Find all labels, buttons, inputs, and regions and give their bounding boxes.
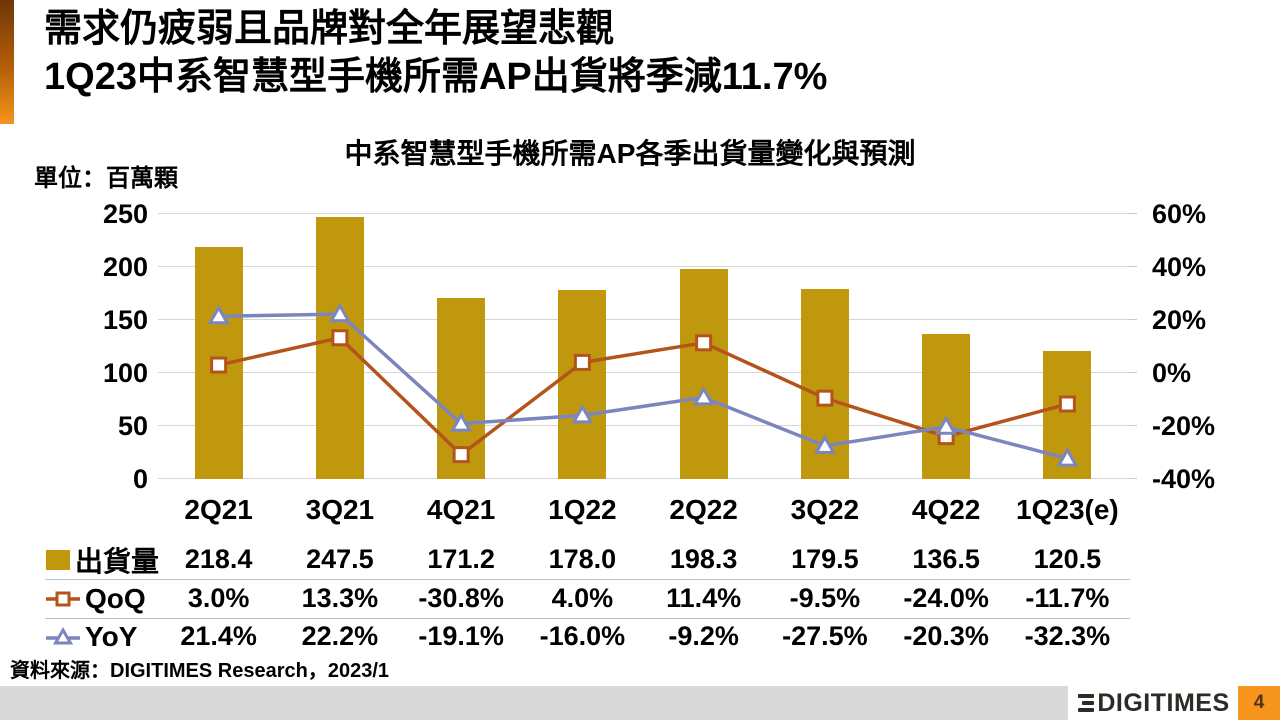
table-cell: -16.0% (539, 621, 626, 651)
table-cell: 218.4 (184, 544, 253, 574)
bar-2Q21 (194, 247, 243, 479)
title-accent-bar (0, 0, 14, 124)
right-axis-tick-label: -40% (1152, 464, 1216, 494)
table-cell: 13.3% (301, 583, 379, 613)
left-axis-tick-label: 0 (132, 464, 148, 494)
digitimes-logo: DIGITIMES (1078, 686, 1230, 720)
x-axis-label: 4Q22 (911, 494, 981, 525)
table-cell: 22.2% (301, 621, 379, 651)
right-axis-tick-label: 40% (1152, 252, 1207, 282)
unit-label: 單位：百萬顆 (34, 165, 178, 192)
right-axis-tick-label: 0% (1152, 358, 1192, 388)
right-axis-tick-label: 60% (1152, 199, 1207, 229)
bar-3Q21 (315, 216, 364, 479)
table-cell: 136.5 (912, 544, 980, 574)
bar-4Q22 (922, 334, 971, 479)
legend-label: YoY (85, 620, 138, 652)
table-row-legend-QoQ: QoQ (46, 580, 146, 617)
table-row-legend-YoY: YoY (46, 618, 137, 655)
page-title-line1: 需求仍疲弱且品牌對全年展望悲觀 (44, 8, 615, 50)
table-cell: 4.0% (551, 583, 614, 613)
page-number: 4 (1238, 686, 1280, 720)
right-axis-tick-label: 20% (1152, 305, 1207, 335)
table-cell: -24.0% (903, 583, 989, 613)
table-cell: -20.3% (903, 621, 989, 651)
footer-bar (0, 686, 1068, 720)
table-cell: -11.7% (1025, 583, 1110, 613)
left-axis-tick-label: 50 (117, 411, 148, 441)
bar-3Q22 (800, 288, 849, 479)
gridline (158, 372, 1128, 374)
source-note: 資料來源：DIGITIMES Research，2023/1 (10, 660, 390, 682)
qoq-legend-icon (46, 591, 80, 606)
gridline (158, 478, 1128, 480)
logo-text: DIGITIMES (1097, 688, 1230, 717)
x-axis-label: 4Q21 (426, 494, 496, 525)
table-cell: 120.5 (1033, 544, 1102, 574)
right-axis-tick (1128, 478, 1137, 480)
logo-speedlines-icon (1078, 694, 1095, 712)
left-axis-tick-label: 200 (102, 252, 148, 282)
table-cell: 247.5 (306, 544, 374, 574)
table-cell: 11.4% (666, 583, 742, 613)
right-axis-tick (1128, 266, 1137, 268)
gridline (158, 425, 1128, 427)
gridline (158, 266, 1128, 268)
right-axis-tick (1128, 319, 1137, 321)
right-axis-tick (1128, 213, 1137, 215)
gridline (158, 319, 1128, 321)
gridline (158, 213, 1128, 215)
left-axis-tick-label: 100 (102, 358, 148, 388)
right-axis-tick (1128, 372, 1137, 374)
x-axis-label: 1Q22 (548, 494, 617, 525)
bar-1Q22 (558, 290, 607, 479)
table-cell: 3.0% (187, 583, 250, 613)
table-cell: -27.5% (782, 621, 868, 651)
bar-1Q23(e) (1043, 351, 1092, 479)
x-axis-label: 1Q23(e) (1016, 494, 1119, 525)
table-row-legend-出貨量: 出貨量 (46, 541, 159, 578)
left-axis-tick-label: 250 (102, 199, 148, 229)
x-axis-label: 2Q21 (184, 494, 253, 525)
table-cell: -30.8% (418, 583, 504, 613)
table-cell: 178.0 (548, 544, 617, 574)
right-axis-tick-label: -20% (1152, 411, 1216, 441)
table-cell: -32.3% (1024, 621, 1111, 651)
table-cell: -9.5% (789, 583, 861, 613)
table-row-separator (45, 618, 1130, 619)
table-cell: 198.3 (669, 544, 738, 574)
right-axis-tick (1128, 425, 1137, 427)
page-title-line2: 1Q23中系智慧型手機所需AP出貨將季減11.7% (44, 55, 828, 98)
legend-label: 出貨量 (75, 545, 160, 577)
table-row-separator (45, 579, 1130, 580)
table-cell: 21.4% (180, 621, 257, 651)
x-axis-label: 2Q22 (669, 494, 738, 525)
yoy-legend-icon (46, 626, 80, 644)
table-cell: -19.1% (418, 621, 504, 651)
bar-2Q22 (679, 268, 728, 479)
table-cell: 171.2 (427, 544, 495, 574)
x-axis-label: 3Q22 (790, 494, 860, 525)
x-axis-label: 3Q21 (305, 494, 375, 525)
page-title: 需求仍疲弱且品牌對全年展望悲觀 1Q23中系智慧型手機所需AP出貨將季減11.7% (44, 6, 1244, 101)
chart-title: 中系智慧型手機所需AP各季出貨量變化與預測 (344, 138, 916, 169)
table-cell: 179.5 (791, 544, 859, 574)
bar-4Q21 (437, 297, 486, 479)
shipment-legend-icon (46, 549, 70, 570)
table-cell: -9.2% (668, 621, 739, 651)
left-axis-tick-label: 150 (102, 305, 148, 335)
legend-label: QoQ (85, 582, 146, 614)
